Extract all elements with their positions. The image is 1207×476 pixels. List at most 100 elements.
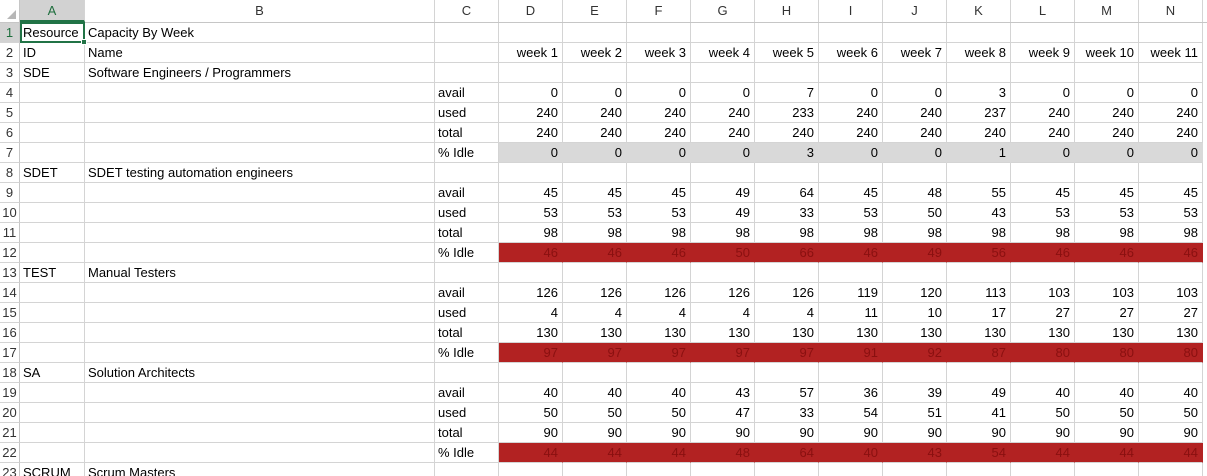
cell-b7[interactable] [85,143,435,163]
cell-b17[interactable] [85,343,435,363]
cell-c9[interactable]: avail [435,183,499,203]
cell-h8[interactable] [755,163,819,183]
cell-b23[interactable]: Scrum Masters [85,463,435,476]
cell-m2[interactable]: week 10 [1075,43,1139,63]
cell-j23[interactable] [883,463,947,476]
cell-n16[interactable]: 130 [1139,323,1203,343]
cell-m17[interactable]: 80 [1075,343,1139,363]
cell-j17[interactable]: 92 [883,343,947,363]
cell-m11[interactable]: 98 [1075,223,1139,243]
cell-e3[interactable] [563,63,627,83]
cell-k2[interactable]: week 8 [947,43,1011,63]
row-header[interactable]: 5 [0,103,20,123]
cell-n3[interactable] [1139,63,1203,83]
cell-c8[interactable] [435,163,499,183]
cell-k10[interactable]: 43 [947,203,1011,223]
cell-n23[interactable] [1139,463,1203,476]
cell-e7[interactable]: 0 [563,143,627,163]
cell-l12[interactable]: 46 [1011,243,1075,263]
cell-g19[interactable]: 43 [691,383,755,403]
cell-e5[interactable]: 240 [563,103,627,123]
cell-i6[interactable]: 240 [819,123,883,143]
column-header-m[interactable]: M [1075,0,1139,22]
cell-h5[interactable]: 233 [755,103,819,123]
cell-i20[interactable]: 54 [819,403,883,423]
row-header[interactable]: 23 [0,463,20,476]
cell-m19[interactable]: 40 [1075,383,1139,403]
cell-j18[interactable] [883,363,947,383]
column-header-l[interactable]: L [1011,0,1075,22]
cell-g7[interactable]: 0 [691,143,755,163]
cell-j2[interactable]: week 7 [883,43,947,63]
cell-i7[interactable]: 0 [819,143,883,163]
cell-e17[interactable]: 97 [563,343,627,363]
column-header-c[interactable]: C [435,0,499,22]
cell-e23[interactable] [563,463,627,476]
row-header[interactable]: 22 [0,443,20,463]
cell-k3[interactable] [947,63,1011,83]
cell-m8[interactable] [1075,163,1139,183]
cell-d10[interactable]: 53 [499,203,563,223]
cell-d4[interactable]: 0 [499,83,563,103]
cell-m21[interactable]: 90 [1075,423,1139,443]
cell-a11[interactable] [20,223,85,243]
cell-n8[interactable] [1139,163,1203,183]
column-header-n[interactable]: N [1139,0,1203,22]
cell-i21[interactable]: 90 [819,423,883,443]
cell-l13[interactable] [1011,263,1075,283]
cell-c1[interactable] [435,23,499,43]
cell-e11[interactable]: 98 [563,223,627,243]
cell-h9[interactable]: 64 [755,183,819,203]
row-header[interactable]: 21 [0,423,20,443]
cell-l21[interactable]: 90 [1011,423,1075,443]
cell-d9[interactable]: 45 [499,183,563,203]
cell-a7[interactable] [20,143,85,163]
cell-i22[interactable]: 40 [819,443,883,463]
cell-j4[interactable]: 0 [883,83,947,103]
cell-b22[interactable] [85,443,435,463]
cell-a8[interactable]: SDET [20,163,85,183]
cell-i13[interactable] [819,263,883,283]
cell-e2[interactable]: week 2 [563,43,627,63]
cell-m18[interactable] [1075,363,1139,383]
cell-a17[interactable] [20,343,85,363]
cell-n9[interactable]: 45 [1139,183,1203,203]
cell-j12[interactable]: 49 [883,243,947,263]
cell-k15[interactable]: 17 [947,303,1011,323]
cell-l22[interactable]: 44 [1011,443,1075,463]
cell-a23[interactable]: SCRUM [20,463,85,476]
cell-h18[interactable] [755,363,819,383]
cell-c21[interactable]: total [435,423,499,443]
cell-m6[interactable]: 240 [1075,123,1139,143]
cell-f10[interactable]: 53 [627,203,691,223]
cell-k7[interactable]: 1 [947,143,1011,163]
cell-m1[interactable] [1075,23,1139,43]
cell-g20[interactable]: 47 [691,403,755,423]
cell-n4[interactable]: 0 [1139,83,1203,103]
cell-f11[interactable]: 98 [627,223,691,243]
row-header[interactable]: 17 [0,343,20,363]
cell-g8[interactable] [691,163,755,183]
cell-a22[interactable] [20,443,85,463]
cell-l10[interactable]: 53 [1011,203,1075,223]
cell-j11[interactable]: 98 [883,223,947,243]
cell-a19[interactable] [20,383,85,403]
cell-n22[interactable]: 44 [1139,443,1203,463]
cell-h22[interactable]: 64 [755,443,819,463]
cell-b15[interactable] [85,303,435,323]
cell-m10[interactable]: 53 [1075,203,1139,223]
cell-b8[interactable]: SDET testing automation engineers [85,163,435,183]
cell-k8[interactable] [947,163,1011,183]
cell-e19[interactable]: 40 [563,383,627,403]
cell-d5[interactable]: 240 [499,103,563,123]
column-header-j[interactable]: J [883,0,947,22]
cell-d1[interactable] [499,23,563,43]
cell-f22[interactable]: 44 [627,443,691,463]
cell-f2[interactable]: week 3 [627,43,691,63]
cell-g13[interactable] [691,263,755,283]
cell-d14[interactable]: 126 [499,283,563,303]
row-header[interactable]: 13 [0,263,20,283]
cell-j13[interactable] [883,263,947,283]
cell-k4[interactable]: 3 [947,83,1011,103]
cell-h19[interactable]: 57 [755,383,819,403]
